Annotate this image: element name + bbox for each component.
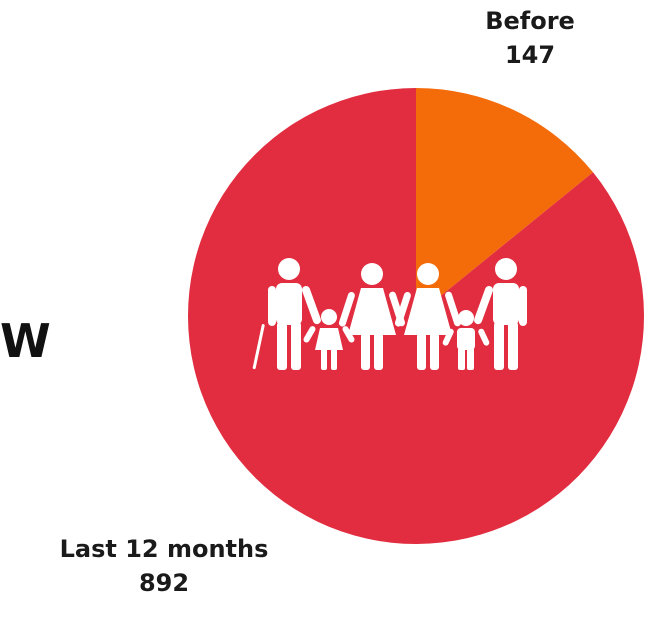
family-icon — [252, 258, 527, 370]
girl-figure — [303, 309, 355, 370]
slice-label-last-12-months: Last 12 months 892 — [28, 532, 300, 600]
father-figure-2 — [474, 258, 527, 370]
mother-figure-2 — [394, 263, 462, 370]
father-figure — [252, 258, 321, 370]
slice-label-before: Before 147 — [470, 4, 590, 72]
pie-slice-before — [416, 88, 594, 316]
side-letter: W — [0, 314, 51, 368]
slice-label-before-value: 147 — [504, 41, 556, 69]
mother-figure — [338, 263, 406, 370]
slice-label-before-name: Before — [485, 7, 575, 35]
slice-label-last-12-months-name: Last 12 months — [59, 535, 269, 563]
boy-figure — [442, 310, 490, 370]
slice-label-last-12-months-value: 892 — [138, 569, 190, 597]
